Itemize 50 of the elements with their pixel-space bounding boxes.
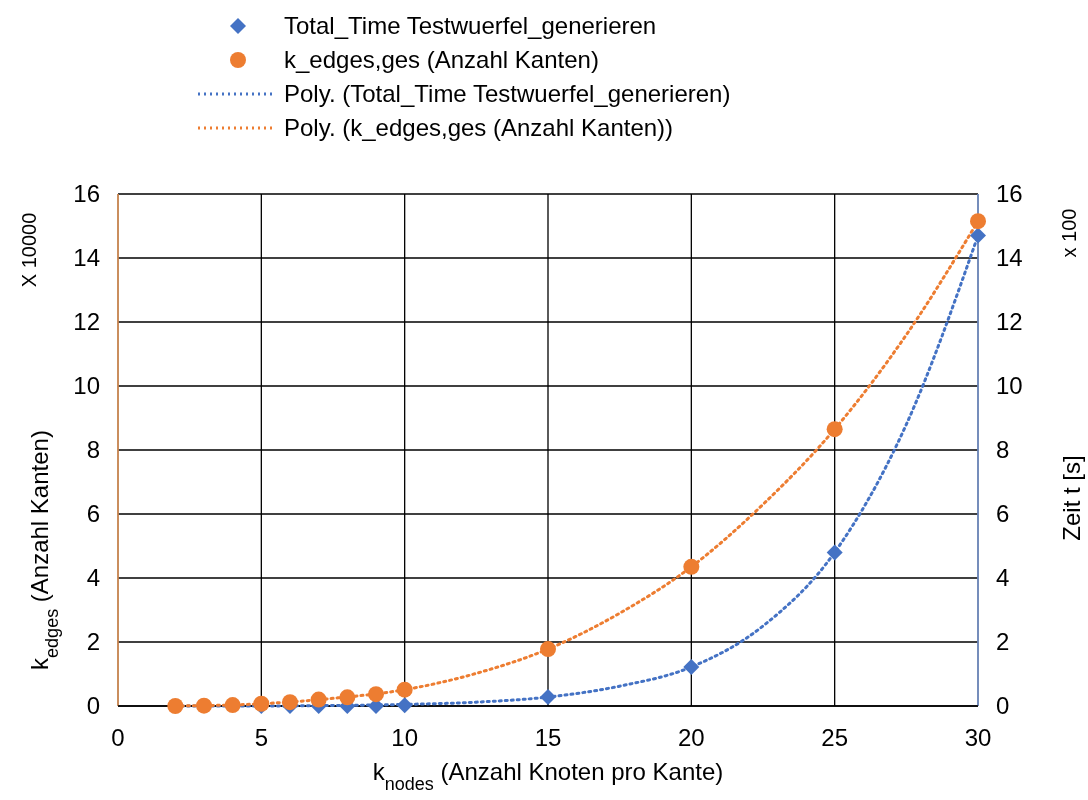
point: [826, 421, 843, 438]
y2-tick-label: 4: [996, 564, 1010, 591]
legend-label: k_edges,ges (Anzahl Kanten): [284, 46, 599, 73]
y2-tick-label: 0: [996, 692, 1010, 719]
x-axis-title: k$_{nodes}$ (Anzahl Knoten pro Kante): [372, 758, 724, 794]
point: [970, 227, 986, 244]
legend-label: Poly. (k_edges,ges (Anzahl Kanten)): [284, 114, 674, 141]
y-tick-label: 2: [86, 628, 100, 655]
text: X 10000: [18, 212, 40, 288]
point: [339, 689, 356, 706]
y-tick-label: 8: [86, 436, 100, 463]
point: [196, 697, 212, 714]
y2-tick-label: 16: [996, 180, 1023, 207]
point: [368, 686, 384, 703]
x-tick-label: 15: [534, 724, 562, 751]
x-tick-label: 30: [964, 724, 992, 751]
point: [683, 558, 700, 575]
x-tick-label: 25: [821, 724, 849, 751]
x-tick-label: 0: [111, 724, 125, 751]
y-tick-label: 16: [73, 180, 100, 207]
legend-label: Total_Time Testwuerfel_generieren: [284, 12, 657, 39]
y2-tick-label: 2: [996, 628, 1010, 655]
y2-tick-label: 8: [996, 436, 1010, 463]
x-tick-label: 5: [254, 724, 269, 751]
point: [683, 658, 700, 675]
point: [540, 641, 556, 658]
y-tick-label: 0: [86, 692, 100, 719]
x-tick-label: 10: [391, 724, 419, 751]
y2-tick-label: 12: [996, 308, 1023, 335]
point: [310, 691, 327, 708]
point: [167, 698, 184, 714]
legend-label: Poly. (Total_Time Testwuerfel_generieren): [284, 80, 731, 107]
y-tick-label: 4: [86, 564, 100, 591]
point: [396, 681, 413, 698]
y2-tick-label: 6: [996, 500, 1010, 527]
point: [396, 697, 413, 714]
y2-tick-label: 14: [996, 244, 1023, 271]
x-tick-label: 20: [677, 724, 705, 751]
y-tick-label: 6: [86, 500, 100, 527]
point: [826, 544, 843, 561]
y-tick-label: 10: [73, 372, 100, 399]
point: [224, 697, 241, 714]
y2-axis-title: Zeit t [s]: [1058, 455, 1085, 541]
point: [540, 689, 556, 706]
point: [282, 694, 298, 711]
y-tick-label: 14: [73, 244, 100, 271]
point: [970, 213, 986, 230]
y2-tick-label: 10: [996, 372, 1023, 399]
y-tick-label: 12: [73, 308, 100, 335]
text: x 100: [1058, 208, 1080, 258]
